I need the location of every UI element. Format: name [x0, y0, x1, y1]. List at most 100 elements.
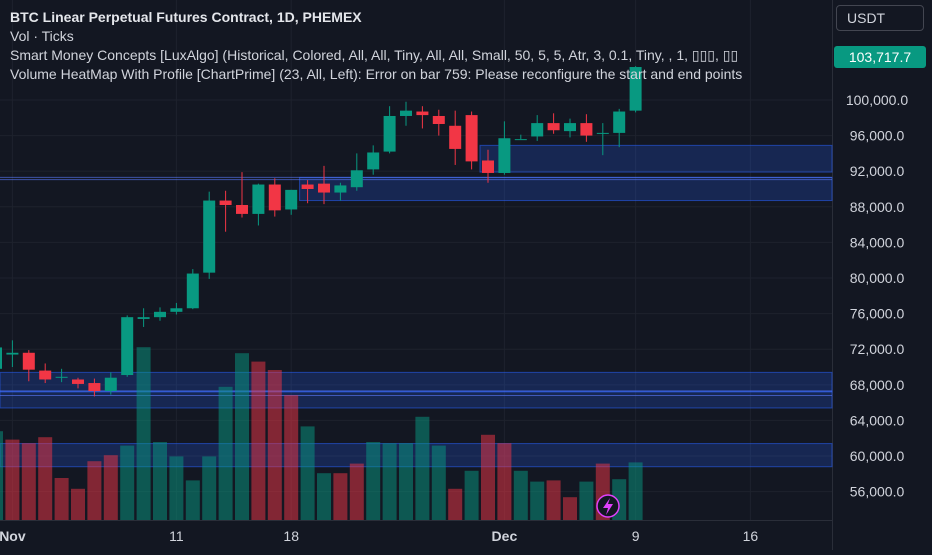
candle-body: [104, 377, 117, 392]
y-tick-label: 72,000.0: [850, 341, 905, 357]
candle-body: [318, 183, 330, 193]
order-block-zone: [479, 144, 833, 173]
chart-legend: BTC Linear Perpetual Futures Contract, 1…: [10, 8, 830, 84]
order-block-zone: [299, 176, 833, 202]
candle-body: [170, 308, 183, 312]
candle-body: [580, 123, 593, 136]
candle-body: [350, 170, 363, 188]
volume-bar: [202, 456, 217, 520]
volume-bar: [382, 443, 397, 520]
y-tick-label: 64,000.0: [850, 412, 905, 428]
volume-bar: [153, 442, 167, 520]
volume-bar: [317, 473, 331, 520]
candle-body: [88, 383, 101, 392]
volume-bar: [431, 445, 446, 520]
x-tick-label: 11: [169, 528, 184, 544]
volume-bar: [185, 480, 200, 520]
volume-bar: [579, 481, 594, 520]
y-tick-label: 68,000.0: [850, 377, 905, 393]
y-tick-label: 92,000.0: [850, 163, 905, 179]
currency-selector[interactable]: USDT: [836, 5, 924, 31]
heatmap-indicator-label[interactable]: Volume HeatMap With Profile [ChartPrime]…: [10, 66, 743, 82]
volume-bar: [415, 416, 430, 520]
candle-body: [6, 352, 19, 355]
candle-body: [72, 379, 84, 384]
candle-body: [613, 111, 626, 133]
candle-body: [334, 185, 347, 193]
candle-body: [367, 152, 380, 170]
x-tick-label: Nov: [0, 528, 26, 544]
candle-body: [301, 184, 314, 189]
y-tick-label: 84,000.0: [850, 234, 905, 250]
candle-body: [482, 160, 494, 173]
candle-body: [268, 184, 281, 211]
y-tick-label: 100,000.0: [846, 92, 908, 108]
candle-body: [285, 189, 298, 210]
candle-body: [0, 347, 2, 369]
x-tick-label: 9: [632, 528, 640, 544]
candle-body: [383, 115, 396, 152]
candle-body: [449, 125, 462, 149]
last-price-label: 103,717.7: [834, 46, 926, 68]
volume-bar: [546, 480, 561, 520]
candle-body: [531, 123, 544, 137]
volume-bar: [71, 488, 85, 520]
candle-body: [498, 138, 511, 173]
y-tick-label: 88,000.0: [850, 199, 905, 215]
candle-body: [432, 115, 445, 124]
volume-bar: [464, 470, 479, 520]
y-tick-label: 56,000.0: [850, 484, 905, 500]
candle-body: [400, 110, 412, 116]
volume-bar: [218, 386, 233, 520]
candle-body: [252, 184, 265, 214]
lightning-icon[interactable]: [596, 494, 620, 518]
volume-bar: [103, 455, 118, 520]
candle-body: [514, 139, 527, 141]
volume-bar: [481, 434, 495, 520]
volume-bar: [563, 497, 577, 520]
volume-bar: [628, 462, 643, 520]
candle-body: [186, 273, 199, 309]
y-tick-label: 96,000.0: [850, 128, 905, 144]
volume-bar: [251, 361, 266, 520]
volume-bar: [448, 488, 463, 520]
volume-bar: [497, 443, 512, 520]
volume-bar: [38, 437, 53, 520]
candle-body: [55, 376, 68, 378]
smc-indicator-label[interactable]: Smart Money Concepts [LuxAlgo] (Historic…: [10, 47, 739, 63]
y-tick-label: 76,000.0: [850, 306, 905, 322]
candle-body: [236, 205, 248, 214]
volume-bar: [300, 426, 315, 520]
volume-indicator-label[interactable]: Vol · Ticks: [10, 28, 74, 44]
candle-body: [564, 123, 576, 132]
volume-bar: [87, 461, 102, 520]
symbol-title[interactable]: BTC Linear Perpetual Futures Contract, 1…: [10, 9, 362, 25]
y-tick-label: 80,000.0: [850, 270, 905, 286]
volume-bar: [267, 370, 282, 520]
volume-bar: [399, 443, 413, 520]
candle-body: [629, 67, 642, 111]
volume-bar: [366, 442, 381, 520]
candle-body: [137, 317, 150, 319]
volume-bar: [54, 478, 69, 520]
volume-bar: [5, 439, 20, 520]
candle-body: [596, 132, 609, 134]
candle-body: [121, 317, 134, 376]
y-tick-label: 60,000.0: [850, 448, 905, 464]
volume-bar: [169, 456, 184, 520]
candle-body: [39, 370, 52, 380]
volume-bar: [513, 470, 528, 520]
candle-body: [416, 111, 429, 116]
volume-bar: [136, 347, 151, 520]
x-tick-label: 18: [283, 528, 299, 544]
x-tick-label: 16: [743, 528, 759, 544]
candle-body: [203, 200, 216, 273]
candle-body: [22, 352, 35, 370]
candle-body: [154, 311, 166, 318]
order-block-zone: [0, 390, 833, 409]
volume-bar: [333, 473, 348, 520]
volume-bar: [349, 463, 364, 520]
candle-body: [547, 123, 560, 131]
